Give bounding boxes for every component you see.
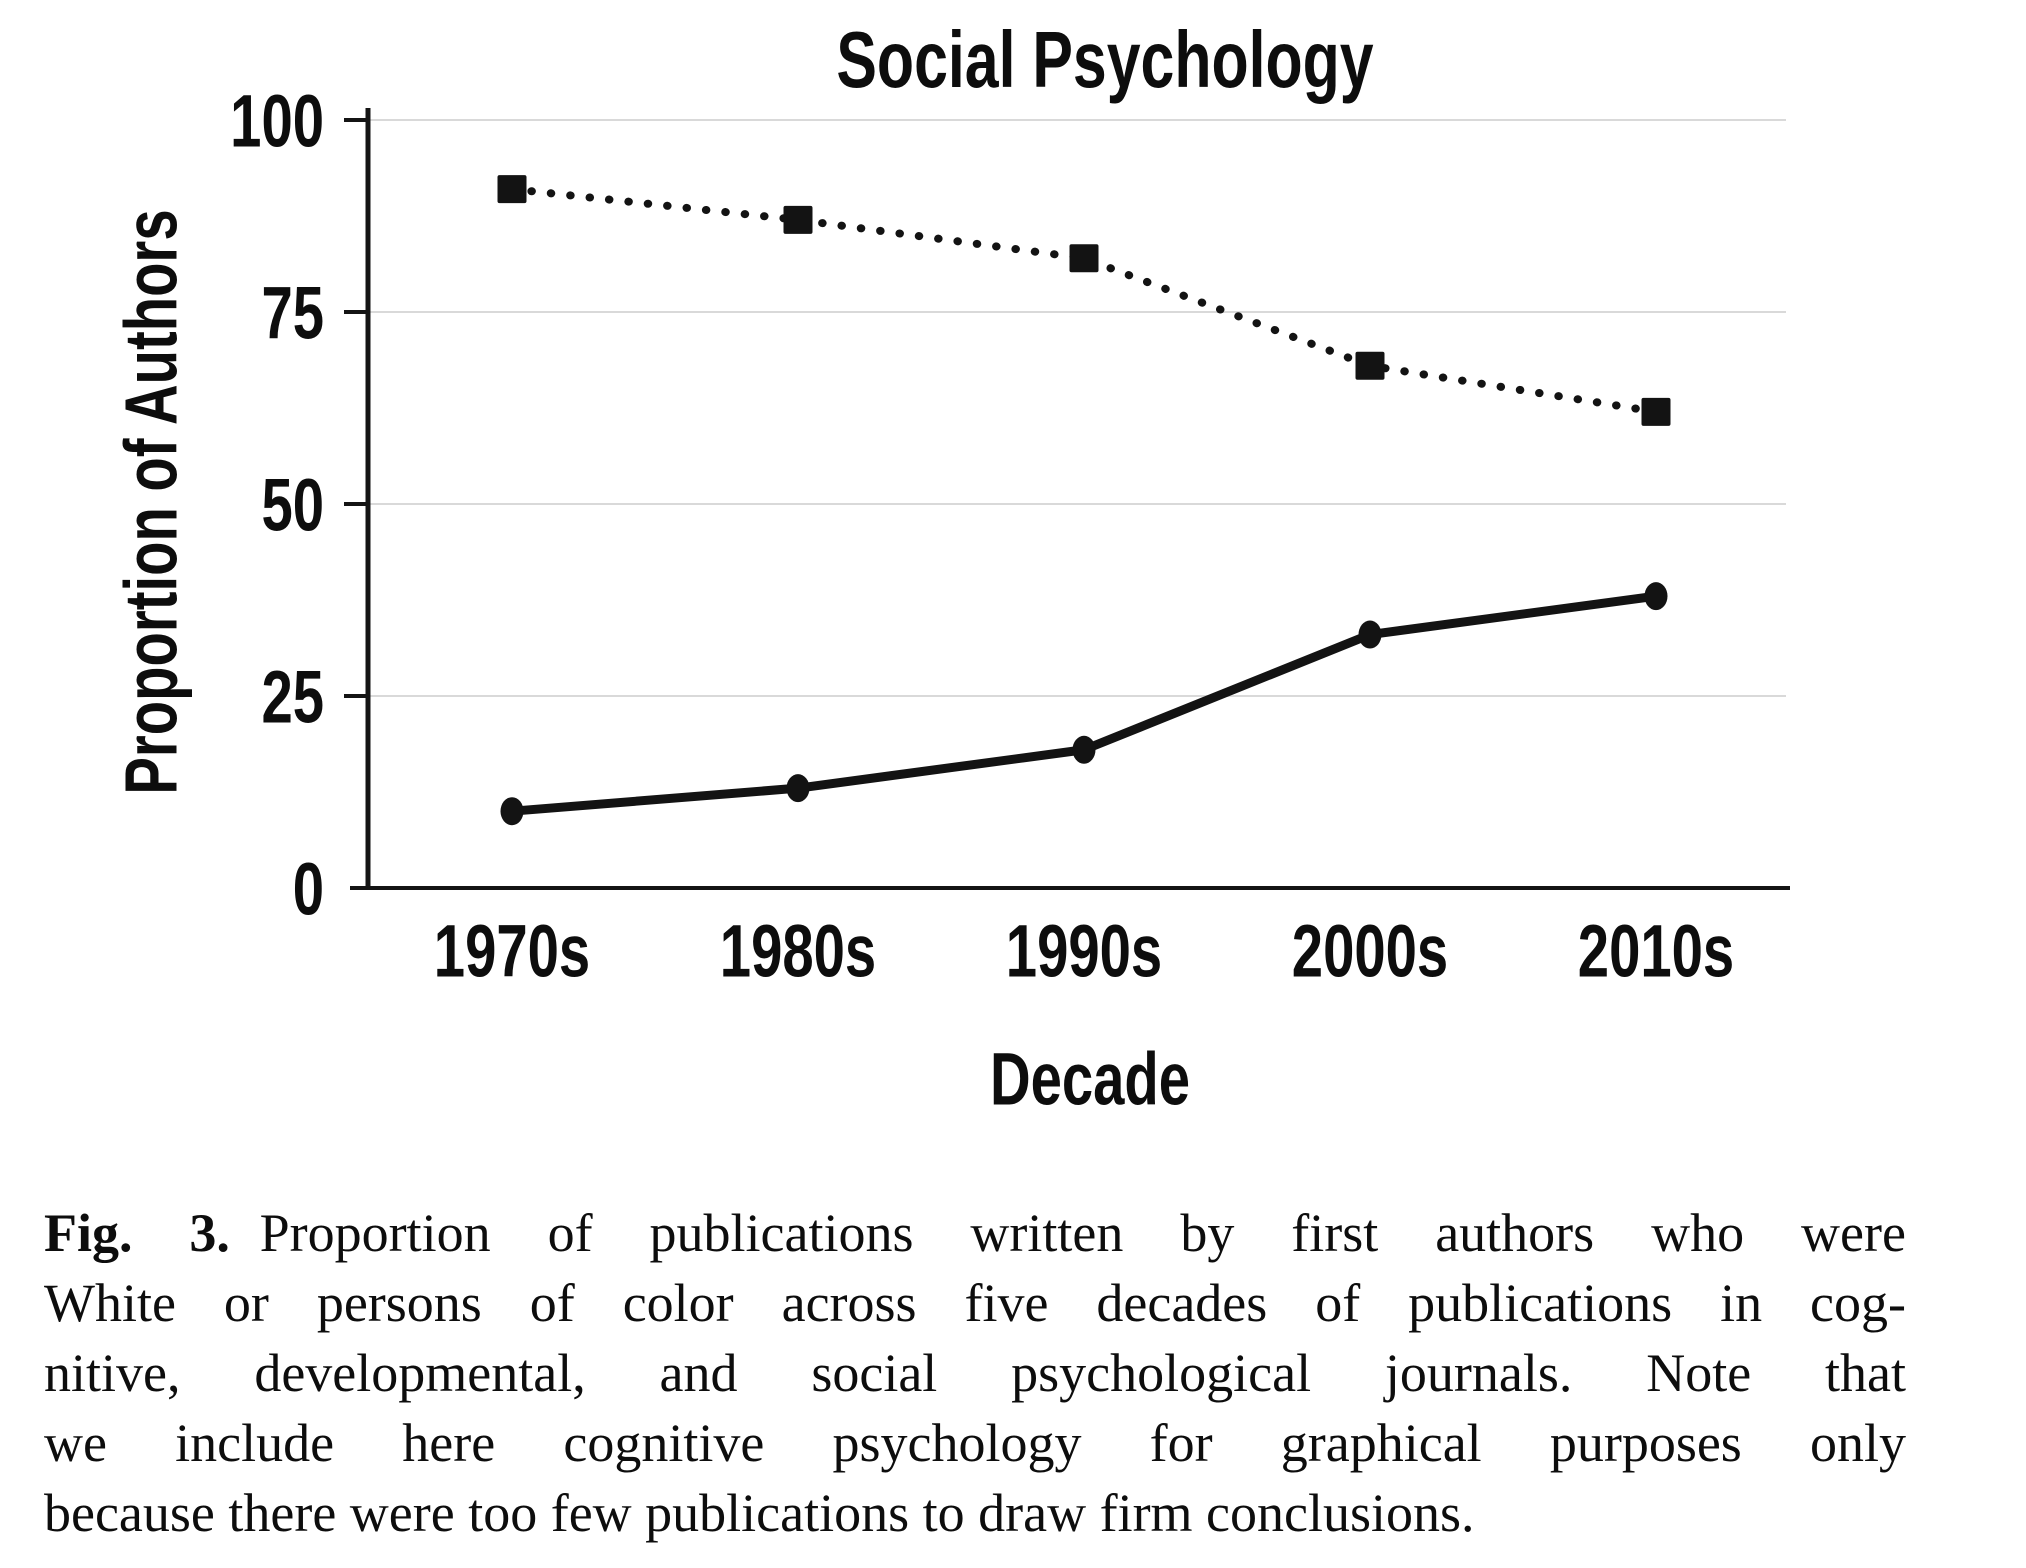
caption-line-2: White or persons of color across five de…	[44, 1273, 1906, 1333]
x-tick-label: 1990s	[1006, 910, 1162, 992]
chart-title: Social Psychology	[836, 16, 1374, 105]
data-marker-circle	[1644, 582, 1668, 611]
data-marker-circle	[786, 774, 810, 803]
data-marker-square	[783, 205, 813, 234]
y-tick-label: 0	[293, 848, 324, 930]
caption-line-1-text: Proportion of publications written by fi…	[259, 1203, 1906, 1263]
caption-line-5: because there were too few publications …	[44, 1483, 1475, 1543]
series-line-white-authors	[508, 185, 1660, 416]
series-line-authors-of-color	[511, 591, 1657, 816]
data-marker-square	[1355, 351, 1385, 380]
figure-caption: Fig. 3. Proportion of publications writte…	[44, 1198, 1906, 1548]
y-tick-label: 25	[261, 656, 324, 738]
data-marker-circle	[1358, 620, 1382, 649]
caption-line-1: Fig. 3. Proportion of publications writte…	[44, 1198, 1906, 1268]
x-axis-title: Decade	[990, 1038, 1190, 1120]
x-tick-label: 2010s	[1578, 910, 1734, 992]
y-tick-label: 50	[261, 464, 324, 546]
y-tick-label: 100	[230, 80, 324, 162]
caption-line-4: we include here cognitive psychology for…	[44, 1413, 1906, 1473]
data-marker-square	[1069, 244, 1099, 273]
data-marker-square	[1641, 397, 1671, 426]
data-marker-square	[497, 175, 527, 204]
x-tick-label: 2000s	[1292, 910, 1448, 992]
x-tick-label: 1970s	[434, 910, 590, 992]
line-chart: Social Psychology 0 25 50 75 100 1970s 1980s 199…	[110, 16, 1790, 1120]
data-marker-circle	[500, 797, 524, 826]
y-axis-title: Proportion of Authors	[110, 209, 192, 794]
x-tick-label: 1980s	[720, 910, 876, 992]
y-tick-label: 75	[261, 272, 324, 354]
caption-figure-label: Fig. 3.	[44, 1203, 230, 1263]
data-marker-circle	[1072, 735, 1096, 764]
caption-line-3: nitive, developmental, and social psycho…	[44, 1343, 1906, 1403]
